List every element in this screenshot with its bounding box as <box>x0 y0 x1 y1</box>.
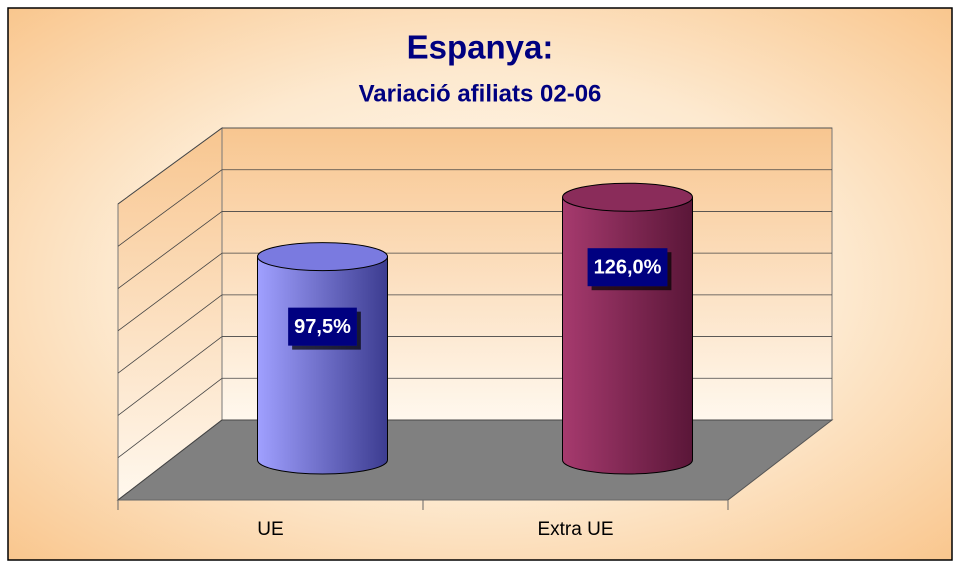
grid-line <box>117 211 223 289</box>
grid-line <box>117 252 223 332</box>
grid-line <box>117 169 223 247</box>
chart-title: Espanya: <box>407 29 554 66</box>
bar-top <box>257 242 388 272</box>
bar-body <box>562 196 693 475</box>
grid-line <box>117 294 223 374</box>
x-tick-label: UE <box>257 519 283 540</box>
bar <box>562 182 693 475</box>
grid-line <box>117 419 223 501</box>
value-label: 97,5% <box>294 316 351 338</box>
x-tick-label: Extra UE <box>537 519 613 540</box>
floor <box>116 419 834 501</box>
value-label-box <box>288 307 357 346</box>
bar-top <box>562 182 693 212</box>
value-label: 126,0% <box>594 256 662 278</box>
grid-line <box>117 377 223 459</box>
chart-subtitle: Variació afiliats 02-06 <box>359 80 602 107</box>
bar <box>257 242 388 475</box>
bar-body <box>257 256 388 475</box>
grid-line <box>117 336 223 416</box>
value-label-box <box>587 248 668 287</box>
grid-line <box>117 127 223 205</box>
